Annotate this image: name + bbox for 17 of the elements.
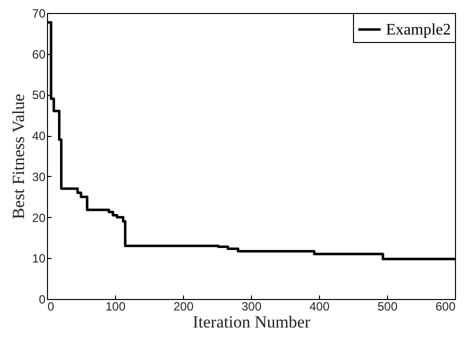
- x-tick-label: 0: [48, 300, 54, 314]
- y-tick-label: 40: [32, 129, 46, 144]
- y-tick-label: 70: [32, 6, 46, 20]
- legend-label: Example2: [386, 22, 451, 38]
- x-tick-label: 100: [105, 300, 126, 314]
- x-tick-label: 200: [173, 300, 194, 314]
- y-tick-label: 30: [32, 170, 46, 184]
- x-tick-label: 600: [435, 300, 456, 314]
- x-tick-label: 500: [377, 300, 398, 314]
- y-tick-label: 20: [32, 210, 46, 225]
- y-tick-label: 60: [32, 47, 46, 62]
- x-tick-label: 300: [241, 300, 262, 314]
- y-tick-label: 10: [32, 252, 46, 266]
- x-axis-title: Iteration Number: [192, 312, 311, 332]
- y-tick-label: 50: [32, 88, 46, 102]
- y-axis-title: Best Fitness Value: [9, 94, 28, 220]
- x-tick-label: 400: [309, 300, 330, 314]
